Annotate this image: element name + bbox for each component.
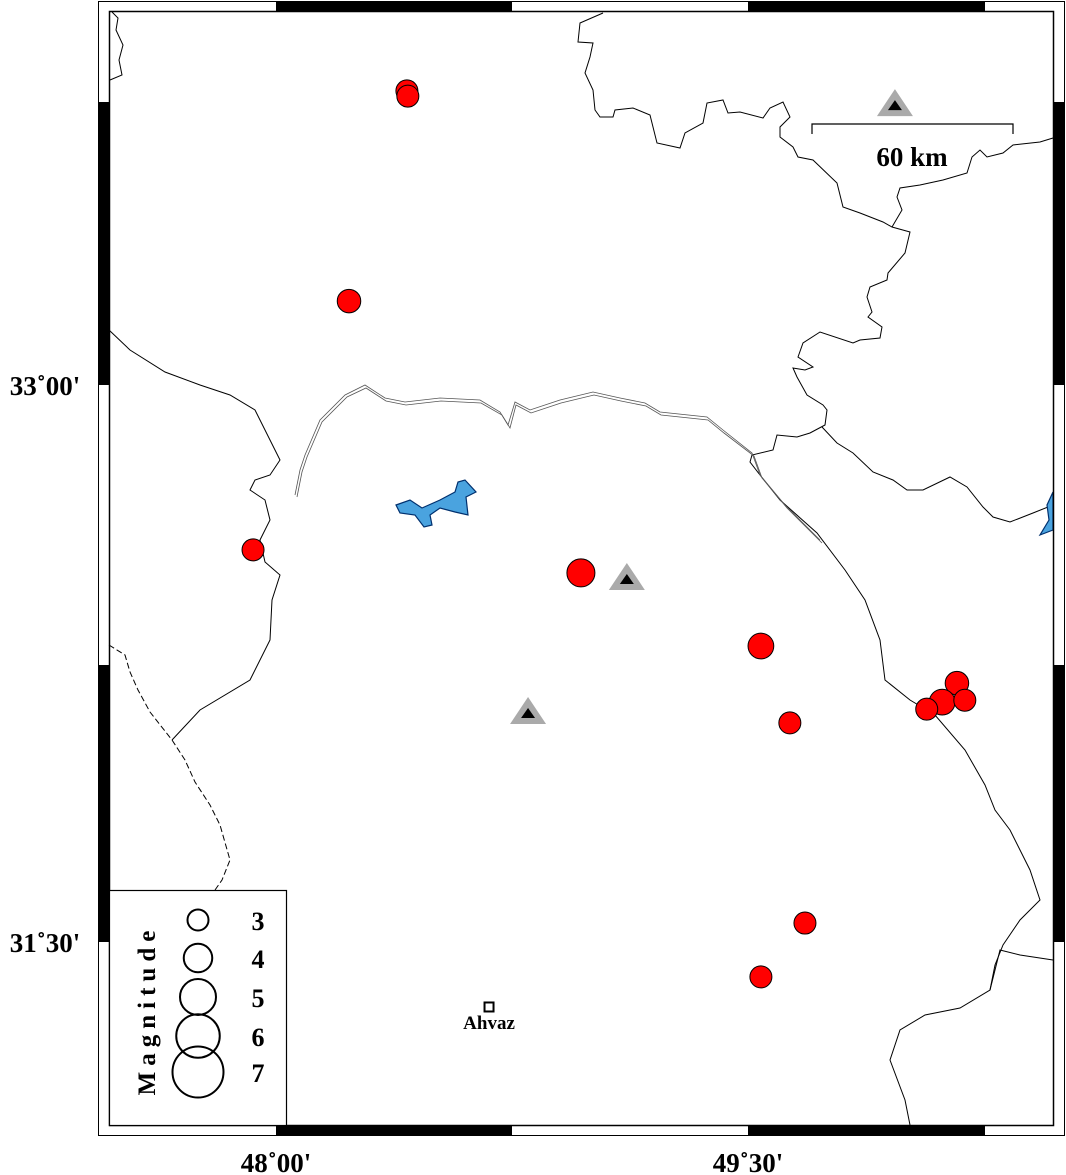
boundaries xyxy=(108,11,1054,1126)
map-frame xyxy=(98,1,1065,1136)
lake xyxy=(1038,491,1054,537)
city-ahvaz: Ahvaz xyxy=(463,1001,515,1034)
magnitude-legend: Magnitude 3 4 5 6 7 xyxy=(108,889,288,1127)
border-line xyxy=(109,11,124,81)
legend-circle xyxy=(182,942,214,974)
border-line xyxy=(821,426,1054,523)
earthquake-event xyxy=(915,697,939,721)
earthquake-event xyxy=(336,288,362,314)
legend-circle xyxy=(171,1045,225,1099)
border-line xyxy=(108,329,281,741)
lon-label-49-30: 49˚30' xyxy=(713,1148,784,1175)
scale-bar-label: 60 km xyxy=(876,142,948,172)
lat-label-33-00: 33˚00' xyxy=(10,371,81,401)
earthquake-event xyxy=(396,84,420,108)
border-line xyxy=(889,949,1054,1126)
earthquake-event xyxy=(749,965,773,989)
legend-label: 4 xyxy=(252,945,265,974)
events-layer xyxy=(241,79,977,989)
legend-title: Magnitude xyxy=(134,925,161,1096)
city-square-icon xyxy=(483,1001,495,1013)
border-line xyxy=(891,137,1054,228)
legend-label: 3 xyxy=(252,907,265,936)
river-line xyxy=(296,387,823,544)
seismic-station-icon xyxy=(510,697,547,725)
scale-bar: 60 km xyxy=(811,123,1014,172)
border-line xyxy=(577,12,1041,991)
earthquake-event xyxy=(566,558,596,588)
river-line xyxy=(294,384,821,541)
earthquake-event xyxy=(953,688,977,712)
earthquake-event xyxy=(241,538,265,562)
legend-circle xyxy=(175,1013,221,1059)
city-label: Ahvaz xyxy=(463,1013,515,1034)
stations-layer xyxy=(510,89,913,725)
lon-label-48-00: 48˚00' xyxy=(241,1148,312,1175)
earthquake-event xyxy=(747,632,775,660)
legend-label: 6 xyxy=(252,1023,265,1052)
legend-label: 5 xyxy=(252,984,265,1013)
seismic-station-icon xyxy=(876,89,913,117)
earthquake-event xyxy=(778,711,802,735)
seismic-station-icon xyxy=(608,562,645,590)
earthquake-event xyxy=(793,911,817,935)
legend-circle xyxy=(186,908,210,932)
border-line xyxy=(108,644,231,891)
lake xyxy=(395,479,477,528)
legend-label: 7 xyxy=(252,1059,265,1088)
lat-label-31-30: 31˚30' xyxy=(10,928,81,958)
